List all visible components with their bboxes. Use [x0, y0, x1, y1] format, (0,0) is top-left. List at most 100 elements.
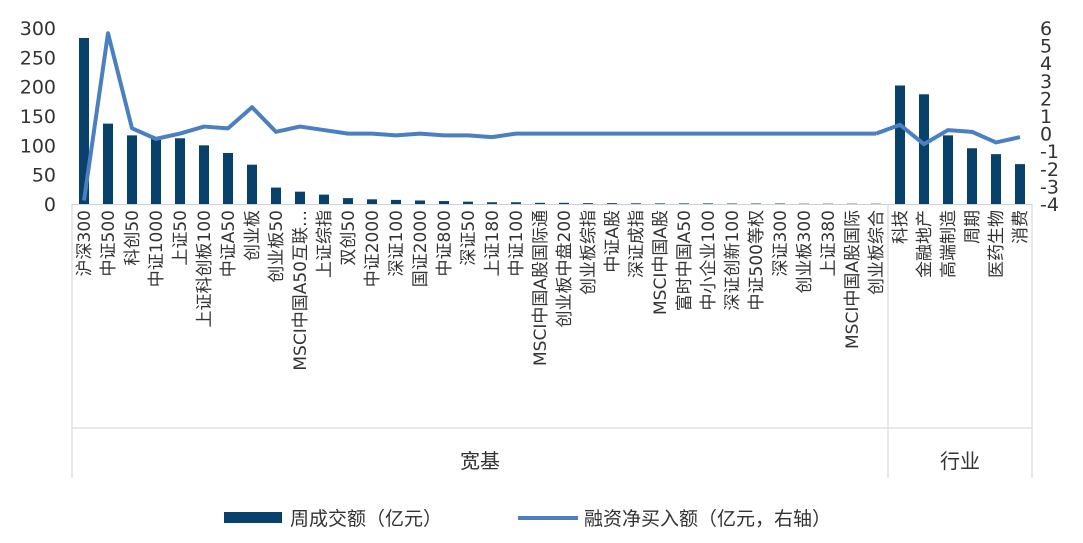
x-tick-label: 创业板300: [795, 210, 815, 293]
x-tick-label: 高端制造: [939, 210, 959, 278]
y-right-tick-label: 3: [1040, 71, 1052, 93]
bar: [127, 135, 137, 204]
group-label: 宽基: [460, 449, 500, 473]
x-tick-label: MSCI中国A股国际通: [531, 210, 551, 366]
bar-series: [79, 37, 1025, 205]
bar: [631, 203, 641, 204]
x-axis: 沪深300 中证500 科创50 中证1000 上证50 上证科创板100 中证A50 创业板…: [72, 204, 1032, 371]
x-tick-label: 科技: [891, 210, 911, 244]
legend-bar-label: 周成交额（亿元）: [290, 508, 442, 530]
x-tick-label: 中小企业100: [699, 210, 719, 310]
y-left-tick-label: 300: [20, 18, 56, 40]
x-tick-label: 深证创新100: [723, 210, 743, 310]
x-tick-label: 沪深300: [75, 210, 95, 276]
bar: [679, 203, 689, 205]
line-series: [82, 31, 1021, 201]
x-tick-label: 双创50: [339, 210, 359, 266]
bar: [559, 202, 569, 204]
legend: 周成交额（亿元） 融资净买入额（亿元，右轴）: [224, 508, 831, 530]
x-tick-label: MSCI中国A股国际: [843, 210, 863, 349]
x-tick-label: 消费: [1011, 210, 1031, 244]
x-tick-label: MSCI中国A股: [651, 210, 671, 315]
x-tick-label: 创业板中盘200: [555, 210, 575, 327]
group-label: 行业: [940, 449, 980, 473]
x-tick-label: 中证A50: [219, 210, 239, 277]
x-tick-label: 上证科创板100: [195, 210, 215, 327]
bar: [895, 85, 905, 204]
y-right-tick-label: -3: [1040, 176, 1059, 198]
bar: [79, 37, 89, 205]
x-tick-label: 创业板综合: [867, 210, 887, 295]
bar: [151, 138, 161, 204]
legend-line-label: 融资净买入额（亿元，右轴）: [584, 508, 831, 530]
legend-bar-swatch: [224, 512, 282, 523]
y-right-tick-label: 0: [1040, 124, 1052, 146]
bar: [487, 202, 497, 204]
bar: [967, 148, 977, 204]
bar: [223, 152, 233, 204]
x-tick-label: 中证2000: [363, 210, 383, 287]
bar: [343, 198, 353, 204]
bar: [295, 191, 305, 204]
bar: [199, 145, 209, 204]
bar: [943, 135, 953, 204]
bar: [247, 164, 257, 204]
x-tick-label: 创业板: [243, 210, 263, 261]
x-tick-label: 中证500等权: [747, 210, 767, 310]
y-left-tick-label: 0: [44, 194, 56, 216]
bar: [271, 187, 281, 204]
x-tick-label: 上证180: [483, 210, 503, 276]
x-tick-label: 医药生物: [987, 210, 1007, 278]
y-left-tick-label: 50: [32, 165, 56, 187]
x-tick-label: 中证A股: [603, 210, 623, 273]
y-right-tick-label: -4: [1040, 194, 1059, 216]
bar: [727, 203, 737, 205]
x-tick-label: 创业板综指: [579, 210, 599, 295]
x-tick-label: 深证50: [459, 210, 479, 266]
bar: [1015, 164, 1025, 204]
bar: [655, 203, 665, 205]
bar: [415, 200, 425, 204]
y-right-tick-label: 6: [1040, 18, 1052, 40]
bar: [607, 203, 617, 204]
y-left-tick-label: 100: [20, 135, 56, 157]
line-path: [82, 31, 876, 201]
bar: [391, 199, 401, 204]
x-tick-label: MSCI中国A50互联…: [291, 210, 311, 371]
bar: [703, 203, 713, 205]
y-right-tick-label: -2: [1040, 159, 1059, 181]
y-left-tick-label: 150: [20, 106, 56, 128]
x-tick-label: 中证800: [435, 210, 455, 276]
bar: [535, 202, 545, 204]
bar: [775, 203, 785, 205]
y-left-tick-label: 200: [20, 77, 56, 99]
x-tick-label: 深证100: [387, 210, 407, 276]
x-tick-label: 周期: [963, 210, 983, 244]
bar: [991, 154, 1001, 204]
y-right-tick-label: 1: [1040, 106, 1052, 128]
bar: [103, 123, 113, 204]
x-tick-label: 深证300: [771, 210, 791, 276]
x-tick-label: 国证2000: [411, 210, 431, 287]
x-tick-label: 中证1000: [147, 210, 167, 287]
x-tick-label: 深证成指: [627, 210, 647, 278]
y-right-tick-label: -1: [1040, 141, 1059, 163]
x-tick-label: 科创50: [123, 210, 143, 266]
x-tick-label: 富时中国A50: [675, 210, 695, 311]
x-tick-label: 上证50: [171, 210, 191, 266]
bar: [583, 203, 593, 204]
x-tick-label: 中证500: [99, 210, 119, 276]
y-right-tick-label: 2: [1040, 88, 1052, 110]
bar: [175, 138, 185, 204]
y-left-tick-label: 250: [20, 47, 56, 69]
x-tick-label: 上证380: [819, 210, 839, 276]
category-groups: 宽基 行业: [71, 204, 1033, 478]
x-tick-label: 创业板50: [267, 210, 287, 283]
bar: [463, 201, 473, 204]
x-tick-label: 金融地产: [915, 210, 935, 278]
x-tick-label: 上证综指: [315, 210, 335, 278]
y-right-tick-label: 4: [1040, 53, 1052, 75]
y-right-tick-label: 5: [1040, 36, 1052, 58]
